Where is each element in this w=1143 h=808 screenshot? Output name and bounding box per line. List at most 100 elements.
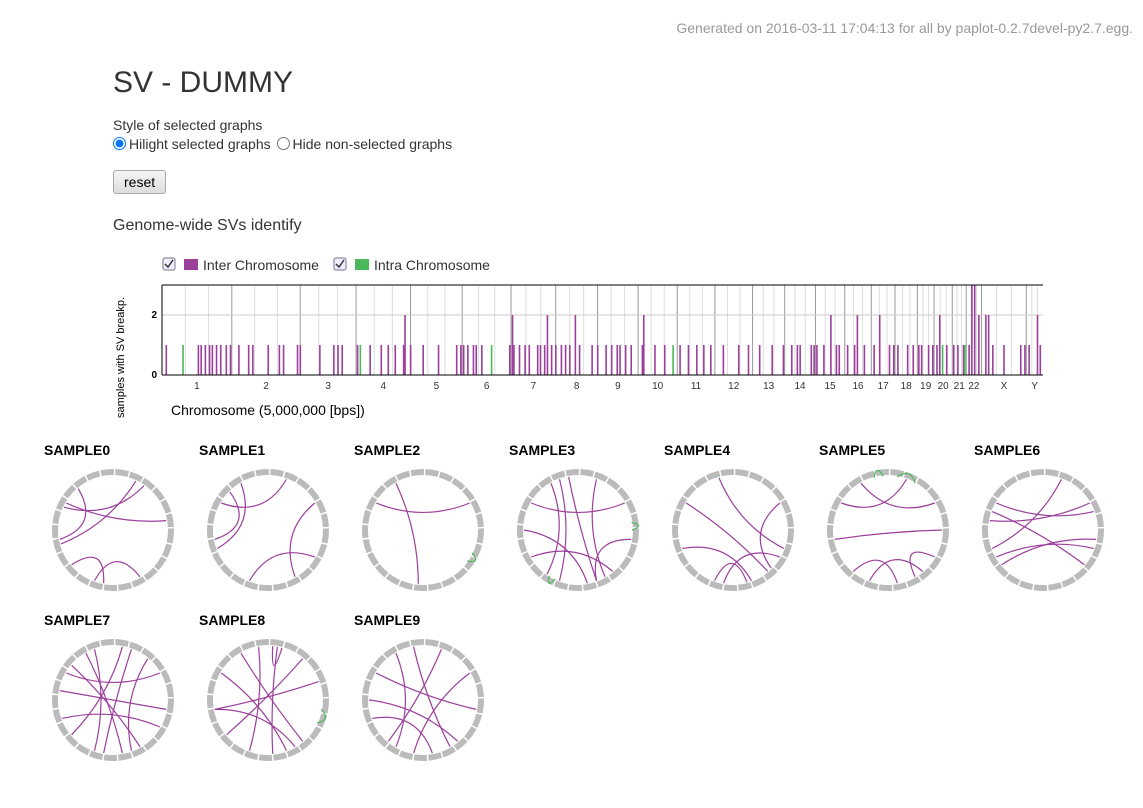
bar [409, 345, 412, 375]
bar [402, 345, 405, 375]
bar [296, 345, 299, 375]
chord [214, 491, 240, 540]
radio[interactable] [276, 137, 290, 150]
chord [240, 652, 304, 742]
bar [508, 345, 511, 375]
chord [523, 529, 588, 584]
chord [718, 477, 785, 550]
bar [630, 345, 633, 375]
bar [952, 345, 955, 375]
option[interactable]: Hide non-selected graphs [275, 136, 452, 152]
circos-ring [52, 469, 174, 591]
bar [624, 345, 627, 375]
bar [782, 345, 785, 375]
chord [759, 502, 781, 569]
circos-ring [517, 469, 639, 591]
bar [888, 345, 891, 375]
bar [863, 345, 866, 375]
bar [247, 345, 250, 375]
bar [333, 345, 335, 375]
y-tick-label: 0 [151, 370, 157, 381]
bar [437, 345, 440, 375]
legend-checkbox[interactable] [333, 257, 347, 271]
chord [897, 472, 916, 484]
chord [531, 502, 625, 514]
chord [631, 521, 640, 531]
chord [1001, 538, 1097, 566]
bar [211, 345, 214, 375]
chord [395, 653, 407, 747]
legend-checkbox[interactable] [162, 257, 176, 271]
bar [964, 345, 966, 375]
bar [564, 345, 567, 375]
bar [642, 315, 645, 375]
bar [574, 315, 577, 375]
radio[interactable] [113, 137, 126, 150]
option-text: Hilight selected graphs [129, 136, 271, 152]
chord [271, 646, 283, 667]
chromosome-label: 18 [901, 381, 913, 392]
bar [555, 345, 557, 375]
bar [319, 345, 321, 375]
chord [59, 488, 87, 540]
circos-ring [52, 639, 174, 761]
option[interactable]: Hilight selected graphs [111, 136, 271, 152]
bar [337, 345, 339, 375]
chromosome-label: 21 [954, 381, 966, 392]
style-label: Style of selected graphs [113, 117, 263, 133]
bar [813, 345, 815, 375]
bar [641, 345, 644, 375]
bar [932, 345, 934, 375]
bar [1039, 345, 1042, 375]
sample-title: SAMPLE4 [664, 442, 730, 458]
circos-ring [672, 469, 794, 591]
bar [204, 345, 207, 375]
bar [219, 345, 222, 375]
bar [455, 345, 458, 375]
bar [897, 345, 899, 375]
legend-label: Intra Chromosome [374, 257, 490, 273]
section-title: Genome-wide SVs identify [113, 217, 302, 234]
bar [422, 345, 424, 375]
chord [558, 479, 567, 581]
legend-swatch [355, 259, 369, 270]
bar [771, 345, 774, 375]
chromosome-label: 6 [484, 381, 490, 392]
bar [810, 345, 813, 375]
bar [394, 345, 397, 375]
bar [737, 345, 740, 375]
chord [103, 649, 133, 754]
bar [927, 345, 930, 375]
bar [267, 345, 270, 375]
chord [852, 559, 898, 584]
bar [528, 345, 531, 375]
chromosome-label: 1 [194, 381, 200, 392]
chord [995, 502, 1094, 517]
chord [682, 546, 752, 582]
sample-title: SAMPLE5 [819, 442, 885, 458]
bar [278, 345, 281, 375]
bar [524, 345, 526, 375]
chromosome-label: 22 [968, 381, 980, 392]
chord [226, 658, 304, 736]
bar [605, 345, 607, 375]
sample-title: SAMPLE0 [44, 442, 110, 458]
bar [679, 345, 681, 375]
bar [460, 345, 462, 375]
bar [578, 345, 581, 375]
bar [359, 345, 362, 375]
sample-title: SAMPLE9 [354, 612, 420, 628]
chord [873, 469, 884, 478]
style-options: Hilight selected graphs Hide non-selecte… [111, 136, 452, 152]
bar [341, 345, 344, 375]
reset-button[interactable]: reset [113, 170, 167, 194]
chromosome-label: 3 [325, 381, 331, 392]
chord [413, 646, 451, 748]
bar [550, 345, 553, 375]
y-tick-label: 2 [151, 310, 157, 321]
page-title: SV - DUMMY [113, 66, 293, 99]
chromosome-label: 5 [434, 381, 440, 392]
bar [252, 345, 254, 375]
bar [918, 345, 920, 375]
